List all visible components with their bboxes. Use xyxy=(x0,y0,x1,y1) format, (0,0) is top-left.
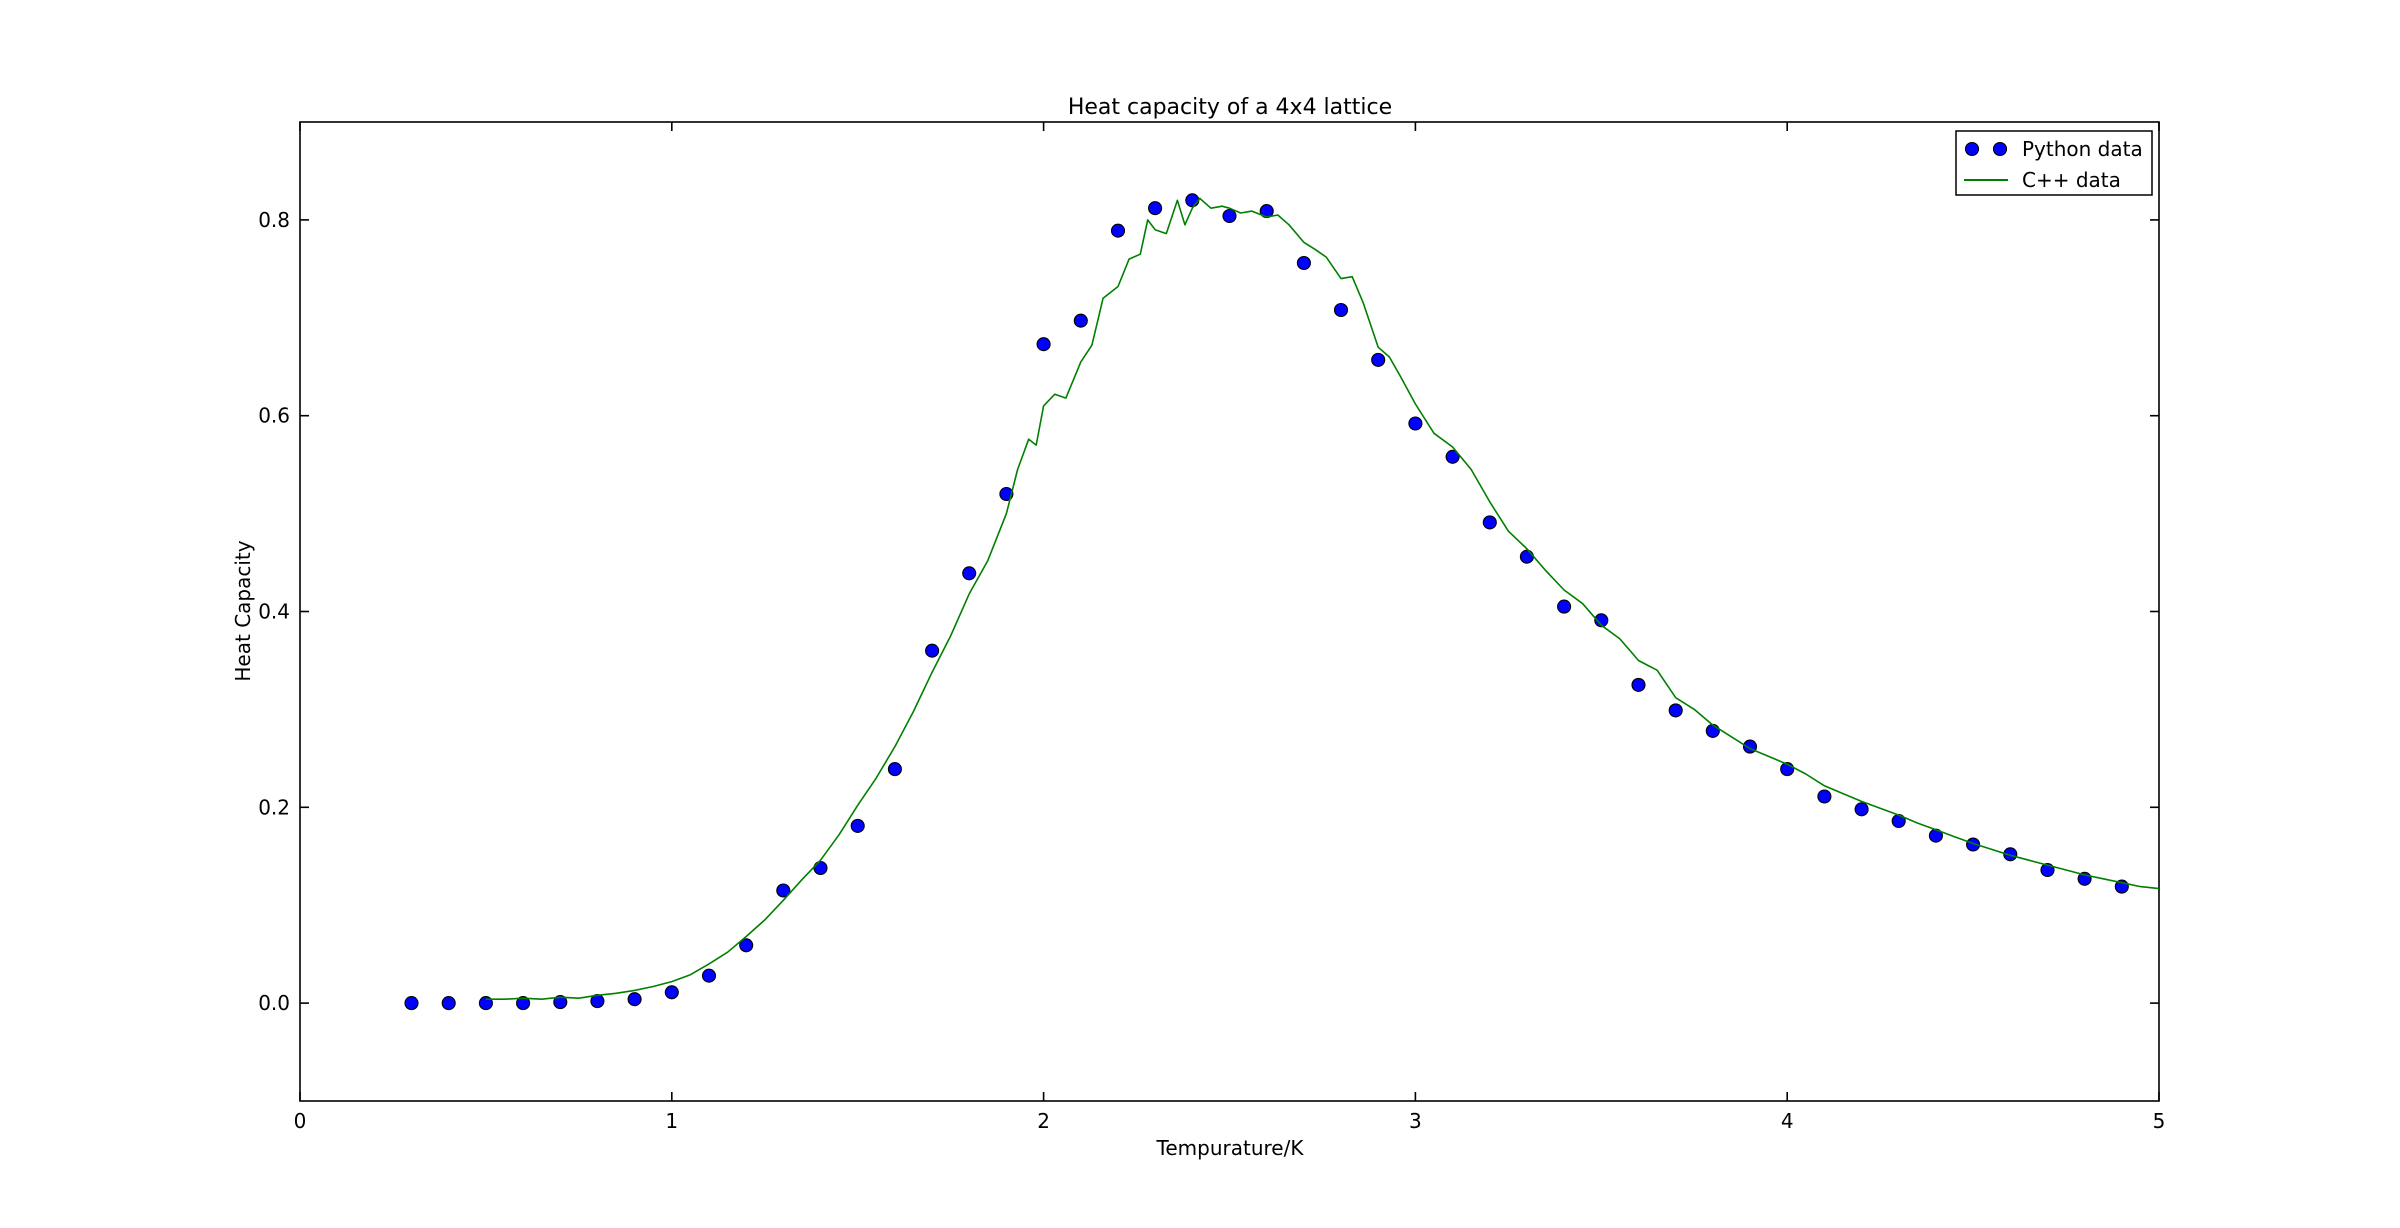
y-tick-label: 0.6 xyxy=(258,404,290,428)
plot-series xyxy=(404,193,2160,1011)
python-data-point xyxy=(1705,723,1720,738)
python-data-point xyxy=(516,996,531,1011)
python-data-point xyxy=(627,992,642,1007)
python-data-point xyxy=(1594,613,1609,628)
python-data-point xyxy=(925,643,940,658)
x-tick-label: 4 xyxy=(1781,1109,1794,1133)
python-data-point xyxy=(2003,847,2018,862)
x-tick-label: 3 xyxy=(1409,1109,1422,1133)
python-data-point xyxy=(1148,201,1163,216)
python-data-point xyxy=(1519,549,1534,564)
python-data-point xyxy=(887,762,902,777)
python-data-point xyxy=(739,938,754,953)
legend-label-python: Python data xyxy=(2022,137,2143,161)
x-tick-label: 2 xyxy=(1037,1109,1050,1133)
legend-python-marker-icon xyxy=(1992,141,2008,157)
python-data-point xyxy=(701,968,717,983)
python-data-point xyxy=(404,996,419,1011)
python-data-point xyxy=(441,996,456,1011)
y-tick-label: 0.8 xyxy=(258,208,290,232)
python-data-point xyxy=(1296,255,1311,271)
python-data-point xyxy=(850,818,865,833)
cpp-data-line xyxy=(485,197,2160,1000)
x-axis-label: Tempurature/K xyxy=(1156,1136,1305,1160)
python-data-point xyxy=(1036,337,1051,352)
x-tick-label: 0 xyxy=(294,1109,307,1133)
legend: Python data C++ data xyxy=(1955,130,2153,196)
legend-label-cpp: C++ data xyxy=(2022,168,2121,192)
python-data-point xyxy=(1445,449,1460,464)
python-data-point xyxy=(1333,302,1349,318)
chart-title: Heat capacity of a 4x4 lattice xyxy=(1068,95,1392,120)
y-axis-label: Heat Capacity xyxy=(231,540,255,681)
plot-border xyxy=(299,121,2160,1102)
y-tick-label: 0.2 xyxy=(258,795,290,819)
python-data-point xyxy=(1110,223,1126,238)
python-data-point xyxy=(962,566,977,581)
y-tick-label: 0.0 xyxy=(258,991,290,1015)
python-data-point xyxy=(664,985,679,1000)
python-data-point xyxy=(1408,416,1423,431)
python-data-point xyxy=(1185,193,1200,208)
axes: 0 1 2 3 4 5 0.0 0.2 0.4 0.6 0.8 xyxy=(258,121,2166,1133)
x-tick-label: 1 xyxy=(665,1109,678,1133)
python-data-point xyxy=(813,860,828,876)
legend-python-marker-icon xyxy=(1964,141,1980,157)
python-data-point xyxy=(1371,352,1386,367)
python-data-point xyxy=(553,995,568,1010)
y-tick-label: 0.4 xyxy=(258,600,290,624)
legend-box xyxy=(1955,130,2153,196)
python-data-point xyxy=(1631,677,1646,692)
python-data-point xyxy=(1557,599,1572,614)
python-data-point xyxy=(776,883,791,898)
python-data-point xyxy=(1482,515,1497,530)
python-data-point xyxy=(999,486,1014,502)
x-tick-label: 5 xyxy=(2153,1109,2166,1133)
python-data-point xyxy=(1073,313,1088,328)
python-data-point xyxy=(1222,208,1237,224)
python-data-point xyxy=(1817,789,1832,804)
python-data-point xyxy=(1854,802,1869,817)
python-data-point xyxy=(1966,837,1981,852)
python-data-point xyxy=(1668,703,1683,718)
